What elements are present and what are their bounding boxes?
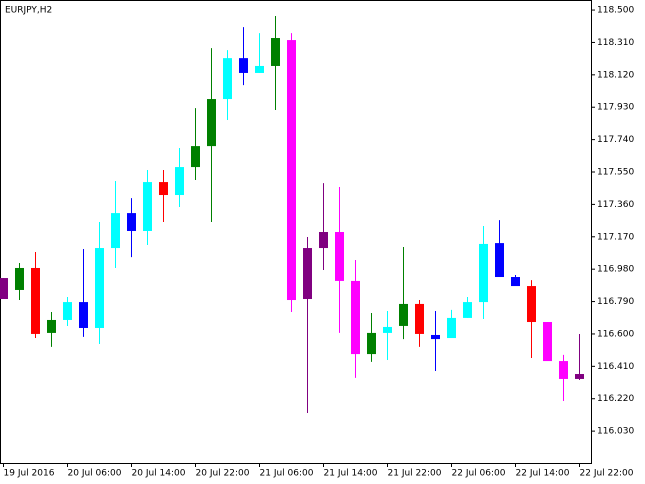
candle-body [495, 243, 504, 278]
candle-body [559, 361, 568, 379]
y-tick-label: 116.220 [597, 394, 634, 404]
candle-body [463, 302, 472, 318]
candle-body [271, 38, 280, 66]
y-tick-label: 118.500 [597, 6, 634, 16]
y-tick-label: 116.790 [597, 297, 634, 307]
candle-body [63, 302, 72, 320]
candle-body [255, 65, 264, 73]
candle-body [543, 322, 552, 362]
candle-body [111, 213, 120, 249]
y-tick-label: 118.310 [597, 38, 634, 48]
candle-body [15, 267, 24, 290]
candle-body [447, 317, 456, 339]
y-tick-label: 117.740 [597, 135, 634, 145]
candle-body [303, 248, 312, 300]
y-tick-label: 117.170 [597, 232, 634, 242]
x-tick-label: 20 Jul 06:00 [68, 469, 122, 479]
chart-title: EURJPY,H2 [5, 6, 52, 16]
x-tick-label: 21 Jul 06:00 [260, 469, 314, 479]
y-tick-label: 116.980 [597, 265, 634, 275]
candle-body [191, 146, 200, 168]
candle-body [415, 303, 424, 334]
candle-body [0, 278, 8, 300]
candle-body [143, 182, 152, 231]
x-tick-label: 20 Jul 22:00 [196, 469, 250, 479]
candle-body [575, 374, 584, 379]
x-tick-label: 19 Jul 2016 [4, 469, 55, 479]
candle-body [351, 280, 360, 355]
y-tick-label: 117.360 [597, 200, 634, 210]
x-tick-label: 22 Jul 06:00 [452, 469, 506, 479]
candle-body [319, 232, 328, 249]
candle-body [335, 232, 344, 281]
candle-body [527, 286, 536, 323]
candle-body [127, 213, 136, 231]
y-tick-label: 117.550 [597, 168, 634, 178]
candle-body [383, 326, 392, 333]
x-tick-label: 20 Jul 14:00 [132, 469, 186, 479]
x-tick-label: 21 Jul 14:00 [324, 469, 378, 479]
candle-body [47, 319, 56, 333]
y-tick-label: 116.030 [597, 427, 634, 437]
candle-body [207, 99, 216, 147]
candle-body [159, 182, 168, 196]
y-tick-label: 116.600 [597, 329, 634, 339]
candle-body [79, 302, 88, 328]
candle-body [175, 167, 184, 196]
x-tick-label: 22 Jul 22:00 [580, 469, 634, 479]
y-tick-label: 118.120 [597, 70, 634, 80]
candle-body [287, 40, 296, 301]
candle-body [479, 243, 488, 303]
y-tick-label: 117.930 [597, 103, 634, 113]
x-tick-label: 22 Jul 14:00 [516, 469, 570, 479]
candle-body [31, 267, 40, 334]
candle-body [511, 277, 520, 287]
candle-body [95, 248, 104, 328]
candle-body [239, 58, 248, 73]
candle-body [431, 334, 440, 340]
candle-body [223, 58, 232, 100]
plot-frame [0, 0, 592, 464]
y-tick-label: 116.410 [597, 362, 634, 372]
candle-body [399, 303, 408, 326]
x-tick-label: 21 Jul 22:00 [388, 469, 442, 479]
candle-body [367, 332, 376, 355]
